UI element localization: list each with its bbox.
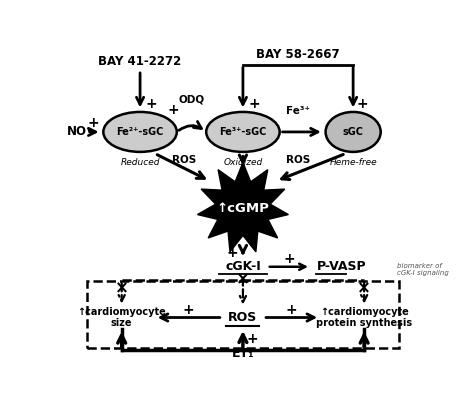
Text: +: + xyxy=(246,332,258,346)
Text: NO•: NO• xyxy=(66,125,94,138)
Text: ×: × xyxy=(115,279,128,297)
Text: ROS: ROS xyxy=(286,155,310,165)
Text: ↑cGMP: ↑cGMP xyxy=(217,201,269,215)
Text: ROS: ROS xyxy=(228,311,257,324)
Text: ↑cardiomyocyte
protein synthesis: ↑cardiomyocyte protein synthesis xyxy=(316,307,412,328)
Text: Fe³⁺-sGC: Fe³⁺-sGC xyxy=(219,127,266,137)
Text: +: + xyxy=(227,246,238,260)
Text: BAY 41-2272: BAY 41-2272 xyxy=(99,54,182,68)
Text: BAY 58-2667: BAY 58-2667 xyxy=(256,47,340,61)
Text: +: + xyxy=(87,116,99,130)
Text: ET₁: ET₁ xyxy=(232,347,254,360)
Text: +: + xyxy=(356,97,368,111)
Text: +: + xyxy=(167,103,179,117)
Text: Oxidized: Oxidized xyxy=(223,158,263,166)
Text: +: + xyxy=(145,97,157,111)
Ellipse shape xyxy=(206,112,280,152)
Text: +: + xyxy=(248,97,260,111)
Ellipse shape xyxy=(103,112,177,152)
Text: +: + xyxy=(183,302,194,316)
Text: cGK-I: cGK-I xyxy=(225,260,261,273)
Polygon shape xyxy=(198,162,288,252)
Text: ROS: ROS xyxy=(172,155,196,165)
Text: Fe³⁺: Fe³⁺ xyxy=(286,106,310,116)
Text: +: + xyxy=(286,302,297,316)
Text: Heme-free: Heme-free xyxy=(329,158,377,166)
Text: ODQ: ODQ xyxy=(178,95,205,105)
Text: sGC: sGC xyxy=(343,127,364,137)
Text: Fe²⁺-sGC: Fe²⁺-sGC xyxy=(117,127,164,137)
Text: biomarker of
cGK-I signaling: biomarker of cGK-I signaling xyxy=(397,263,449,276)
Text: ×: × xyxy=(357,279,371,297)
Text: Reduced: Reduced xyxy=(120,158,160,166)
Text: ↑cardiomyocyte
size: ↑cardiomyocyte size xyxy=(77,307,166,328)
Text: ×: × xyxy=(236,270,250,288)
Ellipse shape xyxy=(326,112,381,152)
Text: +: + xyxy=(283,251,295,265)
Text: P-VASP: P-VASP xyxy=(316,260,366,273)
Bar xyxy=(87,281,399,348)
